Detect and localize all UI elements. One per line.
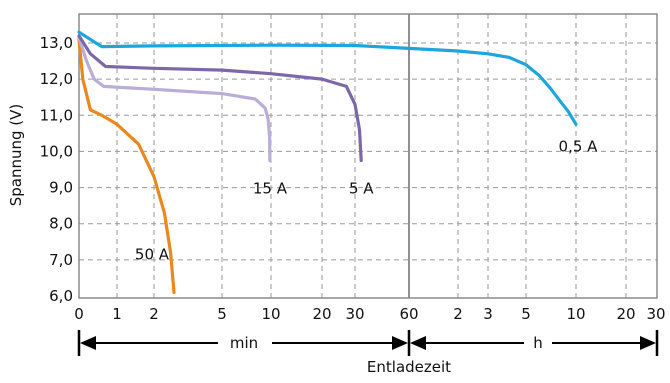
y-tick-label: 12,0 bbox=[40, 70, 73, 88]
y-tick-label: 7,0 bbox=[49, 251, 73, 269]
y-tick-label: 13,0 bbox=[40, 34, 73, 52]
y-tick-label: 10,0 bbox=[40, 142, 73, 160]
x-tick-label: 30 bbox=[646, 305, 665, 323]
y-tick-label: 11,0 bbox=[40, 106, 73, 124]
x-axis-label: Entladezeit bbox=[367, 358, 451, 376]
range-label-h: h bbox=[533, 334, 543, 352]
x-tick-label: 60 bbox=[399, 305, 418, 323]
arrow-head bbox=[640, 336, 656, 350]
plot-frame bbox=[78, 13, 658, 299]
grid bbox=[79, 14, 657, 298]
series-line bbox=[77, 36, 272, 163]
x-tick-labels: 0 1 2 5 10 20 30 60 2 3 5 10 20 30 bbox=[74, 305, 665, 323]
x-tick-label: 1 bbox=[112, 305, 122, 323]
y-axis-label: Spannung (V) bbox=[7, 104, 25, 207]
series-label: 15 A bbox=[253, 179, 288, 197]
x-tick-label: 20 bbox=[616, 305, 635, 323]
series-lines bbox=[77, 30, 578, 294]
y-tick-label: 6,0 bbox=[49, 287, 73, 305]
series-label: 0,5 A bbox=[559, 137, 599, 155]
series-labels: 50 A 15 A 5 A 0,5 A bbox=[135, 137, 598, 263]
series-line bbox=[77, 37, 176, 294]
range-arrows: min h bbox=[77, 330, 659, 356]
y-tick-label: 9,0 bbox=[49, 179, 73, 197]
y-tick-label: 8,0 bbox=[49, 215, 73, 233]
x-tick-label: 5 bbox=[521, 305, 531, 323]
x-tick-label: 2 bbox=[149, 305, 159, 323]
x-tick-label: 30 bbox=[345, 305, 364, 323]
arrow-head bbox=[410, 336, 426, 350]
x-tick-label: 20 bbox=[312, 305, 331, 323]
arrow-head bbox=[80, 336, 96, 350]
x-tick-label: 10 bbox=[261, 305, 280, 323]
series-line bbox=[77, 30, 578, 126]
series-label: 5 A bbox=[349, 179, 374, 197]
arrow-head bbox=[392, 336, 408, 350]
range-label-min: min bbox=[230, 334, 258, 352]
y-tick-labels: 6,0 7,0 8,0 9,0 10,0 11,0 12,0 13,0 bbox=[40, 34, 73, 305]
x-tick-label: 10 bbox=[566, 305, 585, 323]
x-tick-label: 3 bbox=[483, 305, 493, 323]
x-tick-label: 0 bbox=[74, 305, 84, 323]
series-line bbox=[77, 34, 363, 163]
x-tick-label: 5 bbox=[217, 305, 227, 323]
series-label: 50 A bbox=[135, 245, 170, 263]
x-tick-label: 2 bbox=[453, 305, 463, 323]
